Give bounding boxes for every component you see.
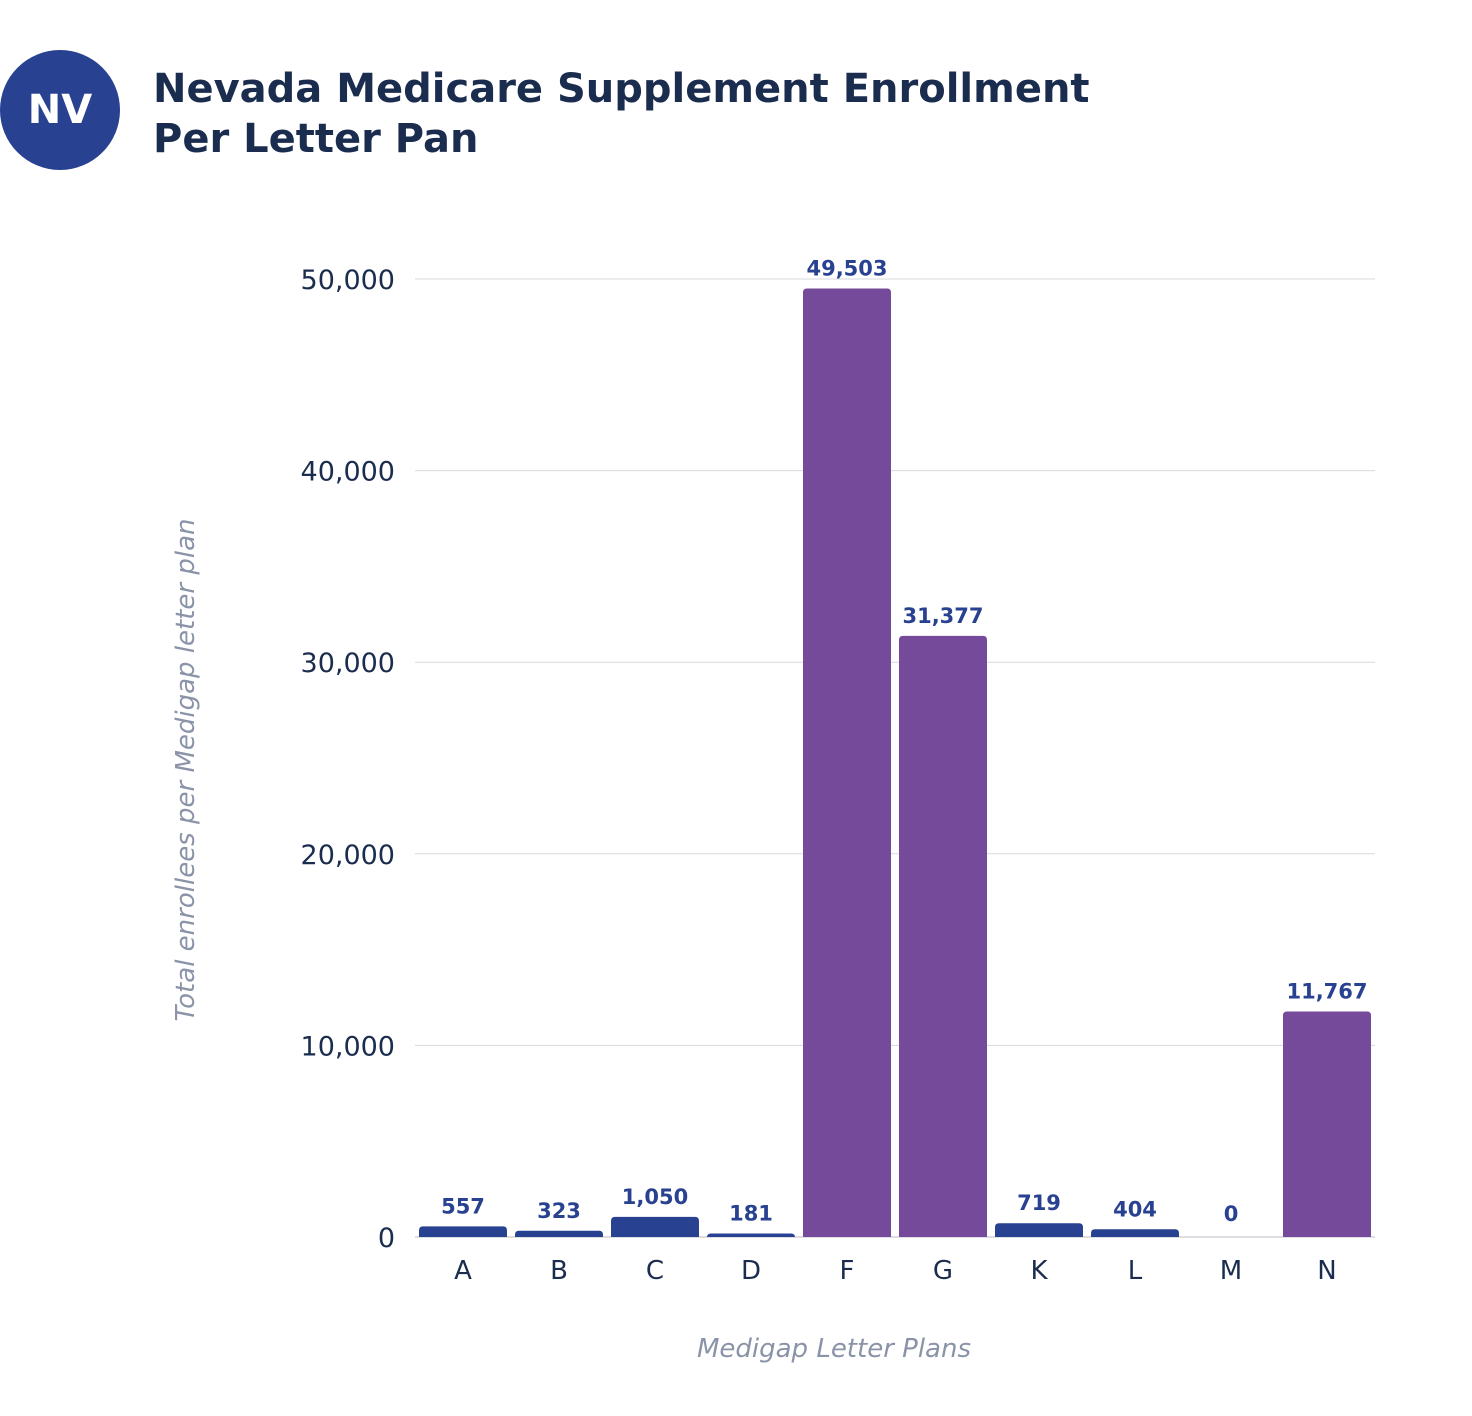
x-tick-label: C (646, 1256, 664, 1286)
y-tick-label: 0 (378, 1223, 395, 1254)
x-tick-label: G (933, 1256, 953, 1286)
data-label: 49,503 (806, 257, 887, 281)
x-axis-title: Medigap Letter Plans (697, 1334, 971, 1364)
x-tick-label: F (840, 1256, 855, 1286)
data-label: 404 (1113, 1197, 1157, 1221)
y-tick-label: 30,000 (301, 648, 395, 679)
bar-K (995, 1223, 1083, 1237)
bar-A (419, 1226, 507, 1237)
data-label: 557 (441, 1194, 485, 1218)
x-tick-label: B (550, 1256, 568, 1286)
y-tick-label: 10,000 (301, 1031, 395, 1062)
data-label: 323 (537, 1199, 581, 1223)
x-tick-label: A (454, 1256, 472, 1286)
x-tick-label: K (1030, 1256, 1048, 1286)
x-tick-label: L (1128, 1256, 1143, 1286)
bar-B (515, 1230, 603, 1237)
state-badge: NV (0, 50, 120, 170)
data-label: 31,377 (902, 604, 983, 628)
title-line-2: Per Letter Pan (153, 116, 479, 162)
bar-D (707, 1233, 795, 1238)
data-label: 11,767 (1286, 980, 1367, 1004)
x-tick-label: N (1317, 1256, 1336, 1286)
bar-F (803, 288, 891, 1237)
data-label: 719 (1017, 1191, 1061, 1215)
data-label: 0 (1224, 1202, 1239, 1226)
y-tick-label: 40,000 (301, 457, 395, 488)
x-tick-label: M (1220, 1256, 1242, 1286)
data-label: 181 (729, 1202, 773, 1226)
x-tick-label: D (741, 1256, 761, 1286)
y-axis-title: Total enrollees per Medigap letter plan (171, 518, 201, 1021)
bar-G (899, 635, 987, 1237)
y-tick-label: 20,000 (301, 840, 395, 871)
title-line-1: Nevada Medicare Supplement Enrollment (153, 66, 1090, 112)
bar-L (1091, 1229, 1179, 1237)
data-label: 1,050 (622, 1185, 688, 1209)
bar-N (1283, 1011, 1371, 1237)
bar-C (611, 1216, 699, 1237)
chart-title: Nevada Medicare Supplement Enrollment Pe… (153, 64, 1090, 164)
y-tick-label: 50,000 (301, 265, 395, 296)
